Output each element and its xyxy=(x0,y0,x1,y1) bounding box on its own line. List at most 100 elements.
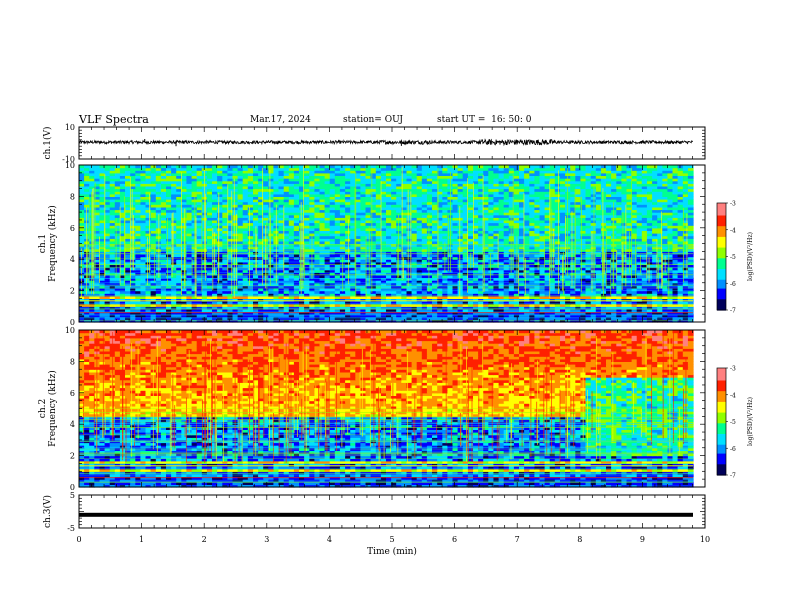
spectrogram-cell xyxy=(140,306,147,310)
spectrogram-cell xyxy=(631,240,638,245)
spectrogram-cell xyxy=(125,240,131,245)
spectrogram-cell xyxy=(519,288,525,292)
spectrogram-cell xyxy=(176,298,182,302)
spectrogram-cell xyxy=(488,269,494,273)
spectrogram-cell xyxy=(324,222,331,226)
spectrogram-cell xyxy=(166,261,172,265)
spectrogram-cell xyxy=(288,246,295,250)
spectrogram-cell xyxy=(171,225,177,229)
spectrogram-cell xyxy=(375,319,382,323)
spectrogram-cell xyxy=(304,233,310,237)
spectrogram-cell xyxy=(370,230,377,234)
spectrogram-cell xyxy=(339,311,346,315)
spectrogram-cell xyxy=(278,259,285,263)
spectrogram-cell xyxy=(544,225,551,229)
spectrogram-cell xyxy=(365,277,372,281)
spectrogram-cell xyxy=(237,272,244,276)
spectrogram-cell xyxy=(324,243,331,247)
spectrogram-cell xyxy=(554,269,561,273)
spectrogram-cell xyxy=(524,230,530,234)
spectrogram-cell xyxy=(232,227,239,231)
spectrogram-cell xyxy=(646,254,653,258)
spectrogram-cell xyxy=(94,272,100,276)
spectrogram-cell xyxy=(268,301,274,305)
spectrogram-cell xyxy=(125,261,131,265)
spectrogram-cell xyxy=(616,256,622,260)
spectrogram-cell xyxy=(94,254,100,258)
spectrogram-cell xyxy=(109,264,116,268)
spectrogram-cell xyxy=(365,235,372,239)
spectrogram-cell xyxy=(196,301,203,305)
spectrogram-cell xyxy=(334,243,341,247)
spectrogram-cell xyxy=(114,293,121,297)
spectrogram-cell xyxy=(186,269,193,273)
spectrogram-cell xyxy=(524,259,530,263)
spectrogram-cell xyxy=(104,259,111,263)
spectrogram-cell xyxy=(84,222,90,226)
spectrogram-cell xyxy=(503,288,510,292)
spectrogram-cell xyxy=(498,282,505,286)
spectrogram-cell xyxy=(140,264,147,268)
spectrogram-cell xyxy=(324,261,331,265)
spectrogram-cell xyxy=(176,230,182,234)
spectrogram-cell xyxy=(365,254,372,258)
spectrogram-cell xyxy=(155,285,162,289)
spectrogram-cell xyxy=(585,217,592,221)
spectrogram-cell xyxy=(99,251,106,255)
spectrogram-cell xyxy=(549,319,556,323)
spectrogram-cell xyxy=(181,308,187,313)
spectrogram-cell xyxy=(319,319,326,323)
spectrogram-cell xyxy=(99,261,106,265)
spectrogram-cell xyxy=(544,308,551,313)
spectrogram-cell xyxy=(478,316,484,320)
spectrogram-cell xyxy=(652,267,658,271)
spectrogram-cell xyxy=(196,235,203,239)
spectrogram-cell xyxy=(478,264,484,268)
spectrogram-cell xyxy=(339,314,346,318)
spectrogram-cell xyxy=(575,251,581,255)
spectrogram-cell xyxy=(657,256,663,260)
spectrogram-cell xyxy=(426,217,433,221)
spectrogram-cell xyxy=(145,261,152,265)
spectrogram-cell xyxy=(278,311,285,315)
spectrogram-cell xyxy=(524,240,530,245)
spectrogram-cell xyxy=(677,238,684,242)
spectrogram-cell xyxy=(314,219,321,224)
spectrogram-cell xyxy=(365,230,372,234)
spectrogram-cell xyxy=(493,235,500,239)
spectrogram-cell xyxy=(652,227,658,231)
spectrogram-cell xyxy=(580,308,587,313)
spectrogram-cell xyxy=(483,288,489,292)
spectrogram-cell xyxy=(140,214,147,218)
spectrogram-cell xyxy=(488,311,494,315)
spectrogram-cell xyxy=(350,277,356,281)
spectrogram-cell xyxy=(94,227,100,231)
spectrogram-cell xyxy=(626,219,633,224)
spectrogram-cell xyxy=(575,219,581,224)
spectrogram-cell xyxy=(687,269,694,273)
spectrogram-cell xyxy=(646,235,653,239)
spectrogram-cell xyxy=(145,314,152,318)
spectrogram-cell xyxy=(396,280,402,284)
spectrogram-cell xyxy=(155,316,162,320)
spectrogram-cell xyxy=(503,282,510,286)
spectrogram-cell xyxy=(145,295,152,299)
spectrogram-cell xyxy=(273,290,280,294)
spectrogram-cell xyxy=(360,311,367,315)
spectrogram-cell xyxy=(176,295,182,299)
spectrogram-cell xyxy=(503,261,510,265)
spectrogram-cell xyxy=(227,301,234,305)
spectrogram-cell xyxy=(365,251,372,255)
spectrogram-cell xyxy=(677,233,684,237)
spectrogram-cell xyxy=(227,230,234,234)
spectrogram-cell xyxy=(478,282,484,286)
spectrogram-cell xyxy=(657,277,663,281)
spectrogram-cell xyxy=(196,230,203,234)
spectrogram-cell xyxy=(646,269,653,273)
spectrogram-cell xyxy=(544,269,551,273)
spectrogram-cell xyxy=(682,280,689,284)
spectrogram-cell xyxy=(498,285,505,289)
spectrogram-cell xyxy=(196,314,203,318)
spectrogram-cell xyxy=(544,240,551,245)
spectrogram-cell xyxy=(386,316,392,320)
